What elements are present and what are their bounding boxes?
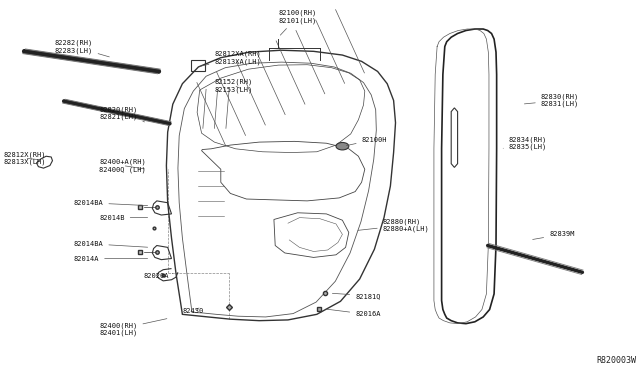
Text: 82834(RH)
82835(LH): 82834(RH) 82835(LH) xyxy=(503,136,547,150)
Text: 82014BA: 82014BA xyxy=(74,200,148,206)
Text: 82181Q: 82181Q xyxy=(332,293,381,299)
Bar xyxy=(191,60,205,71)
Text: 82400(RH)
82401(LH): 82400(RH) 82401(LH) xyxy=(99,319,167,336)
Circle shape xyxy=(336,142,349,150)
Text: 82812X(RH)
82813X(LH): 82812X(RH) 82813X(LH) xyxy=(3,151,45,165)
Text: 82830(RH)
82831(LH): 82830(RH) 82831(LH) xyxy=(524,93,579,108)
Text: 82100(RH)
82101(LH): 82100(RH) 82101(LH) xyxy=(278,10,317,35)
Text: 82812XA(RH)
82813XA(LH): 82812XA(RH) 82813XA(LH) xyxy=(200,51,261,66)
Text: 82839M: 82839M xyxy=(532,231,575,240)
Text: 82820(RH)
82821(LH): 82820(RH) 82821(LH) xyxy=(99,106,145,122)
Text: 82014B: 82014B xyxy=(99,215,148,221)
Text: 82282(RH)
82283(LH): 82282(RH) 82283(LH) xyxy=(54,39,109,57)
Text: 82020A: 82020A xyxy=(144,273,173,279)
Text: 82014BA: 82014BA xyxy=(74,241,148,247)
Text: 82400+A(RH)
82400Q (LH): 82400+A(RH) 82400Q (LH) xyxy=(99,158,146,173)
Text: 82014A: 82014A xyxy=(74,256,148,262)
Text: 82430: 82430 xyxy=(182,308,204,314)
Text: 82152(RH)
82153(LH): 82152(RH) 82153(LH) xyxy=(214,78,253,93)
Text: R820003W: R820003W xyxy=(596,356,637,365)
Text: 82880(RH)
82880+A(LH): 82880(RH) 82880+A(LH) xyxy=(358,218,429,232)
Text: 82100H: 82100H xyxy=(346,137,387,145)
Text: 82016A: 82016A xyxy=(326,309,381,317)
